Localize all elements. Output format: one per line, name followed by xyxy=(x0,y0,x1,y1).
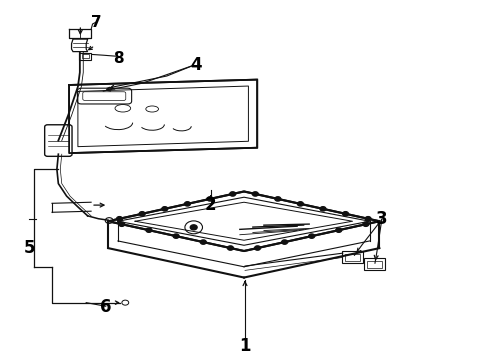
Polygon shape xyxy=(69,80,257,153)
Circle shape xyxy=(173,234,179,238)
Circle shape xyxy=(139,212,145,216)
Circle shape xyxy=(252,192,258,196)
Circle shape xyxy=(320,207,326,211)
Text: 7: 7 xyxy=(91,15,101,30)
Circle shape xyxy=(343,212,348,216)
Text: 4: 4 xyxy=(190,56,202,74)
Circle shape xyxy=(227,246,233,250)
Bar xyxy=(82,54,89,58)
Text: 3: 3 xyxy=(376,211,388,229)
Circle shape xyxy=(230,192,236,196)
Polygon shape xyxy=(108,192,379,251)
Bar xyxy=(345,253,360,261)
Bar xyxy=(342,251,363,263)
Circle shape xyxy=(336,228,342,232)
Circle shape xyxy=(255,246,261,250)
Polygon shape xyxy=(72,39,88,51)
Circle shape xyxy=(146,228,152,232)
Circle shape xyxy=(363,222,369,226)
Circle shape xyxy=(105,218,113,224)
Circle shape xyxy=(162,207,168,211)
Circle shape xyxy=(309,234,315,238)
Circle shape xyxy=(297,202,303,206)
Circle shape xyxy=(190,225,197,230)
Bar xyxy=(364,258,385,270)
Bar xyxy=(367,261,382,268)
Circle shape xyxy=(275,197,281,201)
Text: 8: 8 xyxy=(113,50,123,66)
Circle shape xyxy=(200,240,206,244)
Circle shape xyxy=(365,217,371,221)
Circle shape xyxy=(117,217,122,221)
Circle shape xyxy=(119,222,124,226)
Circle shape xyxy=(207,197,213,201)
Text: 1: 1 xyxy=(239,337,251,355)
Text: 2: 2 xyxy=(205,196,217,214)
Text: 5: 5 xyxy=(24,239,35,257)
Circle shape xyxy=(185,202,190,206)
Bar xyxy=(79,53,91,60)
Circle shape xyxy=(282,240,288,244)
Text: 6: 6 xyxy=(100,298,112,316)
FancyBboxPatch shape xyxy=(45,125,72,156)
